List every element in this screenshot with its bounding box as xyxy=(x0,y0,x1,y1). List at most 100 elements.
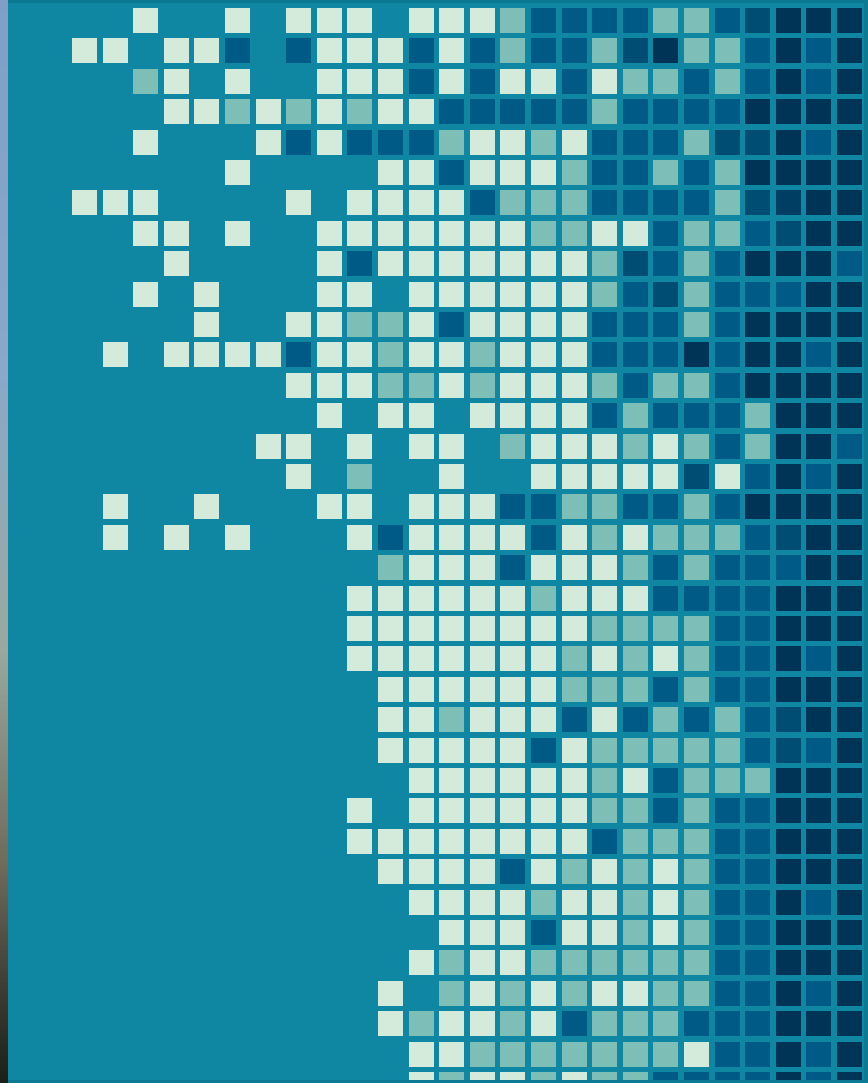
mosaic-tile xyxy=(837,160,862,185)
mosaic-tile xyxy=(225,38,250,63)
mosaic-tile xyxy=(592,950,617,975)
mosaic-tile xyxy=(623,190,648,215)
mosaic-tile xyxy=(225,221,250,246)
mosaic-tile xyxy=(317,8,342,33)
mosaic-tile xyxy=(653,555,678,580)
mosaic-tile xyxy=(806,616,831,641)
mosaic-tile xyxy=(500,920,525,945)
mosaic-tile xyxy=(592,373,617,398)
mosaic-tile xyxy=(684,677,709,702)
mosaic-tile xyxy=(715,525,740,550)
mosaic-tile xyxy=(837,38,862,63)
mosaic-tile xyxy=(776,616,801,641)
mosaic-tile xyxy=(837,738,862,763)
mosaic-tile xyxy=(623,373,648,398)
mosaic-tile xyxy=(500,890,525,915)
mosaic-tile xyxy=(409,130,434,155)
mosaic-tile xyxy=(409,190,434,215)
mosaic-tile xyxy=(562,555,587,580)
mosaic-tile xyxy=(684,707,709,732)
mosaic-tile xyxy=(409,798,434,823)
mosaic-tile xyxy=(531,1042,556,1067)
mosaic-tile xyxy=(623,312,648,337)
mosaic-tile xyxy=(715,890,740,915)
mosaic-tile xyxy=(837,646,862,671)
mosaic-tile xyxy=(776,707,801,732)
mosaic-tile xyxy=(286,190,311,215)
mosaic-tile xyxy=(745,99,770,124)
mosaic-tile xyxy=(439,464,464,489)
mosaic-tile xyxy=(623,434,648,459)
mosaic-tile xyxy=(745,434,770,459)
mosaic-tile xyxy=(653,890,678,915)
mosaic-tile xyxy=(286,130,311,155)
mosaic-tile xyxy=(347,130,372,155)
mosaic-tile xyxy=(776,859,801,884)
mosaic-tile xyxy=(439,251,464,276)
mosaic-tile xyxy=(439,646,464,671)
mosaic-tile xyxy=(684,342,709,367)
mosaic-tile xyxy=(745,738,770,763)
mosaic-tile xyxy=(745,677,770,702)
mosaic-tile xyxy=(623,586,648,611)
mosaic-tile xyxy=(684,890,709,915)
mosaic-tile xyxy=(653,707,678,732)
mosaic-tile xyxy=(439,282,464,307)
mosaic-tile xyxy=(439,373,464,398)
mosaic-tile xyxy=(439,677,464,702)
mosaic-tile xyxy=(470,8,495,33)
mosaic-tile xyxy=(623,8,648,33)
mosaic-tile xyxy=(715,8,740,33)
mosaic-tile xyxy=(531,829,556,854)
mosaic-tile xyxy=(470,525,495,550)
mosaic-tile xyxy=(439,160,464,185)
mosaic-tile xyxy=(133,190,158,215)
mosaic-tile xyxy=(684,494,709,519)
mosaic-tile xyxy=(837,586,862,611)
mosaic-tile xyxy=(378,616,403,641)
mosaic-tile xyxy=(562,1011,587,1036)
mosaic-tile xyxy=(409,282,434,307)
mosaic-tile xyxy=(684,798,709,823)
mosaic-tile xyxy=(378,160,403,185)
mosaic-tile xyxy=(562,130,587,155)
mosaic-tile xyxy=(776,768,801,793)
mosaic-tile xyxy=(592,312,617,337)
mosaic-tile xyxy=(470,282,495,307)
mosaic-tile xyxy=(317,494,342,519)
mosaic-tile xyxy=(562,342,587,367)
mosaic-tile xyxy=(562,646,587,671)
mosaic-tile xyxy=(684,646,709,671)
mosaic-tile xyxy=(378,859,403,884)
mosaic-tile xyxy=(806,707,831,732)
mosaic-tile xyxy=(776,342,801,367)
mosaic-tile xyxy=(623,738,648,763)
mosaic-tile xyxy=(715,69,740,94)
mosaic-tile xyxy=(684,464,709,489)
mosaic-tile xyxy=(562,586,587,611)
mosaic-tile xyxy=(500,130,525,155)
mosaic-tile xyxy=(684,38,709,63)
mosaic-tile xyxy=(837,99,862,124)
mosaic-tile xyxy=(745,160,770,185)
mosaic-tile xyxy=(409,616,434,641)
mosaic-tile xyxy=(347,646,372,671)
mosaic-tile xyxy=(378,312,403,337)
mosaic-tile xyxy=(806,738,831,763)
mosaic-tile xyxy=(347,434,372,459)
mosaic-tile xyxy=(500,738,525,763)
mosaic-tile xyxy=(531,8,556,33)
mosaic-tile xyxy=(776,555,801,580)
mosaic-tile xyxy=(103,190,128,215)
mosaic-tile xyxy=(837,798,862,823)
mosaic-tile xyxy=(684,160,709,185)
mosaic-tile xyxy=(72,190,97,215)
mosaic-tile xyxy=(837,494,862,519)
mosaic-tile xyxy=(470,373,495,398)
mosaic-tile xyxy=(409,768,434,793)
mosaic-tile xyxy=(776,646,801,671)
mosaic-tile xyxy=(745,798,770,823)
mosaic-tile xyxy=(470,342,495,367)
mosaic-tile xyxy=(592,251,617,276)
mosaic-tile xyxy=(286,342,311,367)
